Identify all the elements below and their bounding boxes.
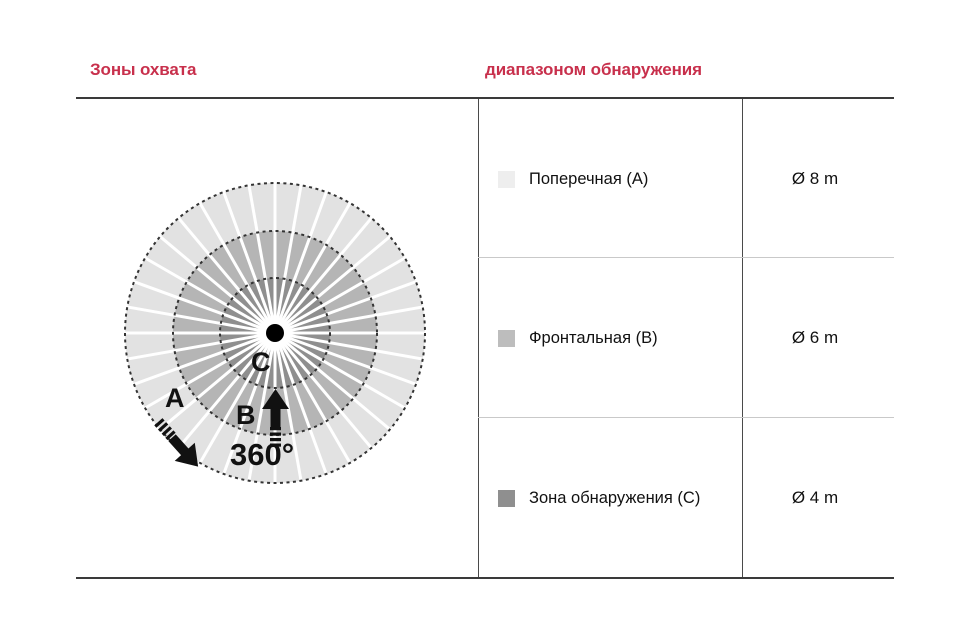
radial-spoke (274, 331, 417, 386)
radial-spoke (274, 331, 391, 431)
radial-spoke (273, 332, 352, 464)
table-top-border (76, 97, 894, 99)
radial-spoke (273, 185, 303, 334)
radial-spoke (273, 332, 373, 449)
legend-label-a: Поперечная (A) (529, 169, 649, 188)
table-vertical-divider-right (742, 99, 743, 577)
radial-spoke (222, 191, 277, 334)
table-row: Поперечная (A) Ø 8 m (478, 99, 894, 259)
radial-spoke (247, 185, 277, 334)
legend-label-cell: Зона обнаружения (C) (478, 418, 742, 578)
legend-value-b: Ø 6 m (791, 328, 839, 347)
legend-value-cell: Ø 6 m (742, 258, 894, 418)
dashed-ring-a (124, 182, 426, 484)
page-title-detection-range: диапазоном обнаружения (485, 60, 702, 79)
radial-spoke (247, 332, 277, 481)
direction-arrow-a (154, 418, 199, 467)
radial-spoke (274, 305, 423, 335)
legend-swatch-a (498, 170, 515, 188)
radial-spoke (273, 332, 303, 481)
legend-swatch-b (498, 329, 515, 347)
legend-label-cell: Поперечная (A) (478, 99, 742, 259)
table-vertical-divider-left (478, 99, 479, 577)
legend-label-cell: Фронтальная (B) (478, 258, 742, 418)
coverage-radial-diagram: C B A 360° (110, 175, 450, 505)
legend-value-c: Ø 4 m (791, 488, 839, 507)
radial-spoke (144, 256, 276, 335)
radial-spoke (159, 331, 276, 431)
legend-value-a: Ø 8 m (791, 169, 839, 188)
radial-spoke (159, 235, 276, 335)
radial-spoke (133, 331, 276, 386)
radial-spokes (125, 183, 425, 483)
table-row: Зона обнаружения (C) Ø 4 m (478, 418, 894, 578)
table-row-separator-1 (478, 257, 894, 258)
legend-value-cell: Ø 8 m (742, 99, 894, 259)
table-bottom-border (76, 577, 894, 579)
legend-label-c: Зона обнаружения (C) (529, 488, 701, 507)
radial-spoke (273, 332, 328, 475)
dashed-ring-b (172, 230, 378, 436)
legend-value-cell: Ø 4 m (742, 418, 894, 578)
radial-spoke (274, 331, 423, 361)
angle-360-label: 360° (230, 437, 294, 472)
radial-spoke (273, 217, 373, 334)
table-row-separator-2 (478, 417, 894, 418)
radial-spoke (274, 235, 391, 335)
table-row: Фронтальная (B) Ø 6 m (478, 258, 894, 418)
direction-arrow-b (262, 389, 289, 447)
radial-spoke (273, 202, 352, 334)
radial-spoke (198, 332, 277, 464)
radial-spoke (133, 280, 276, 335)
radial-spoke (127, 305, 276, 335)
radial-spoke (273, 191, 328, 334)
radial-spoke (274, 331, 406, 410)
zone-a-label: A (165, 383, 185, 413)
sensor-center-dot (266, 324, 284, 342)
radial-spoke (144, 331, 276, 410)
radial-spoke (177, 217, 277, 334)
radial-spoke (274, 256, 406, 335)
zone-c-label: C (251, 347, 271, 377)
zone-b-label: B (236, 400, 256, 430)
radial-zones-svg: C B A 360° (124, 182, 426, 484)
legend-label-b: Фронтальная (B) (529, 328, 658, 347)
radial-spoke (177, 332, 277, 449)
page-title-coverage-zones: Зоны охвата (90, 60, 197, 79)
dashed-ring-c (219, 277, 331, 389)
legend-swatch-c (498, 489, 515, 507)
radial-spoke (222, 332, 277, 475)
radial-spoke (274, 280, 417, 335)
dashed-boundary-rings (124, 182, 426, 484)
radial-spoke (127, 331, 276, 361)
radial-spoke (198, 202, 277, 334)
